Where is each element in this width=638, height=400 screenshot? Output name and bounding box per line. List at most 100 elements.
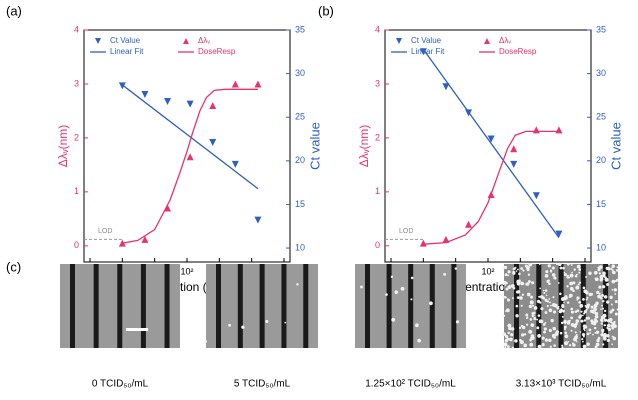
particle [548, 308, 553, 313]
particle [611, 343, 614, 346]
particle [537, 334, 541, 338]
particle [611, 266, 614, 269]
particle [510, 333, 514, 337]
particle [609, 310, 613, 314]
sem-gap [386, 264, 392, 348]
particle [577, 283, 580, 286]
particle [563, 301, 565, 304]
data-point [465, 220, 473, 228]
particle [530, 323, 535, 327]
y2-axis-label: Ct value [307, 122, 322, 170]
data-point [510, 160, 518, 168]
legend-label: Ct Value [110, 36, 141, 45]
particle [602, 333, 607, 337]
particle [606, 323, 611, 328]
particle [554, 331, 559, 336]
particle [602, 274, 606, 278]
data-point [231, 160, 239, 168]
particle [520, 324, 524, 328]
y-tick-label: 4 [375, 24, 380, 34]
particle [525, 313, 529, 317]
data-point [254, 80, 262, 88]
particle [601, 285, 606, 289]
particle [595, 342, 600, 347]
y-tick-label: 1 [375, 186, 380, 196]
particle [566, 285, 569, 288]
particle [594, 345, 598, 349]
particle [568, 295, 571, 299]
particle [569, 281, 574, 286]
particle [616, 266, 619, 269]
particle [583, 329, 586, 332]
particle [612, 336, 617, 341]
particle [596, 290, 600, 295]
particle [609, 295, 613, 299]
particle [563, 296, 568, 301]
particle [265, 319, 269, 324]
particle [523, 333, 527, 336]
y-tick-label: 2 [375, 132, 380, 142]
particle [570, 310, 574, 314]
particle [610, 303, 613, 306]
particle [607, 327, 612, 332]
image-caption: 0 TCID₅₀/mL [92, 379, 149, 390]
particle [548, 338, 552, 343]
sem-gap [237, 264, 243, 348]
particle [521, 293, 525, 296]
particle [520, 281, 524, 286]
particle [604, 277, 608, 281]
particle [512, 270, 515, 274]
particle [606, 282, 610, 287]
particle [581, 338, 584, 341]
panel-label: (c) [6, 259, 21, 274]
particle [611, 308, 615, 312]
particle [579, 331, 582, 333]
particle [582, 324, 587, 328]
particle [553, 344, 556, 347]
panel-label: (a) [6, 3, 22, 18]
particle [510, 327, 515, 331]
y2-tick-label: 10 [295, 242, 305, 252]
particle [580, 310, 583, 313]
particle [594, 332, 597, 334]
y2-tick-label: 15 [596, 199, 606, 209]
y2-tick-label: 25 [596, 112, 606, 122]
particle [533, 306, 538, 310]
particle [578, 268, 582, 271]
particle [557, 282, 560, 284]
particle [592, 321, 597, 326]
data-point [186, 100, 194, 108]
particle [584, 290, 589, 295]
y-axis-label: Δλᵥ(nm) [357, 125, 371, 168]
particle [564, 331, 568, 335]
particle [600, 333, 604, 337]
legend-label: Linear Fit [411, 47, 445, 56]
particle [529, 338, 532, 342]
y-tick-label: 0 [375, 240, 380, 250]
particle [552, 327, 555, 330]
particle [541, 336, 545, 340]
particle [503, 342, 508, 347]
particle [533, 316, 537, 321]
particle [593, 303, 598, 308]
particle [568, 344, 572, 347]
sem-gap [70, 264, 75, 348]
particle [539, 287, 542, 290]
particle [566, 320, 571, 325]
particle [536, 318, 539, 321]
sem-gap [603, 264, 609, 348]
particle [587, 316, 590, 320]
particle [529, 318, 533, 321]
particle [563, 328, 566, 331]
particle [589, 332, 592, 334]
particle [504, 265, 508, 270]
particle [562, 266, 565, 270]
particle [506, 298, 511, 302]
particle [537, 314, 541, 317]
data-point [186, 153, 194, 161]
particle [614, 293, 617, 295]
particle [549, 345, 552, 348]
particle [553, 303, 558, 308]
particle [540, 307, 544, 311]
particle [599, 297, 603, 300]
